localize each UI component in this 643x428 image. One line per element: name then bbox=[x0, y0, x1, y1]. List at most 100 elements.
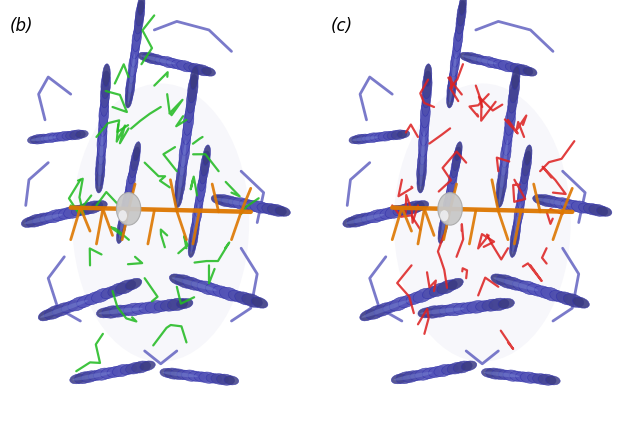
Ellipse shape bbox=[516, 372, 532, 382]
Ellipse shape bbox=[404, 201, 424, 214]
Ellipse shape bbox=[554, 198, 573, 210]
Ellipse shape bbox=[459, 0, 466, 15]
Ellipse shape bbox=[422, 81, 431, 108]
Ellipse shape bbox=[169, 274, 186, 285]
Ellipse shape bbox=[154, 300, 172, 312]
Ellipse shape bbox=[242, 294, 262, 307]
Ellipse shape bbox=[262, 203, 280, 215]
Ellipse shape bbox=[428, 366, 446, 377]
Ellipse shape bbox=[378, 131, 394, 141]
Ellipse shape bbox=[40, 134, 54, 143]
Ellipse shape bbox=[53, 132, 68, 141]
Ellipse shape bbox=[197, 281, 218, 295]
Ellipse shape bbox=[491, 274, 507, 285]
Ellipse shape bbox=[33, 213, 52, 226]
Ellipse shape bbox=[194, 65, 212, 76]
Ellipse shape bbox=[62, 300, 79, 313]
Ellipse shape bbox=[96, 308, 113, 318]
Ellipse shape bbox=[199, 372, 217, 383]
Ellipse shape bbox=[516, 65, 533, 76]
Ellipse shape bbox=[510, 226, 520, 251]
Ellipse shape bbox=[413, 288, 433, 303]
Ellipse shape bbox=[97, 129, 107, 157]
Ellipse shape bbox=[450, 163, 458, 184]
Ellipse shape bbox=[83, 201, 103, 214]
Ellipse shape bbox=[98, 131, 104, 190]
Ellipse shape bbox=[496, 184, 504, 208]
Ellipse shape bbox=[250, 201, 269, 213]
Ellipse shape bbox=[97, 140, 105, 165]
Ellipse shape bbox=[174, 184, 183, 208]
Ellipse shape bbox=[195, 185, 204, 208]
Ellipse shape bbox=[95, 158, 105, 186]
Ellipse shape bbox=[77, 294, 95, 308]
Ellipse shape bbox=[160, 369, 175, 377]
Ellipse shape bbox=[102, 306, 122, 318]
Ellipse shape bbox=[453, 303, 472, 314]
Ellipse shape bbox=[410, 370, 426, 380]
Ellipse shape bbox=[455, 142, 462, 161]
Ellipse shape bbox=[349, 136, 362, 144]
Ellipse shape bbox=[448, 169, 457, 193]
Ellipse shape bbox=[66, 131, 81, 140]
Circle shape bbox=[440, 210, 449, 221]
Ellipse shape bbox=[155, 56, 170, 65]
Ellipse shape bbox=[534, 286, 554, 298]
Ellipse shape bbox=[140, 55, 176, 64]
Ellipse shape bbox=[43, 133, 59, 143]
Ellipse shape bbox=[516, 194, 525, 217]
Ellipse shape bbox=[100, 367, 118, 378]
Ellipse shape bbox=[352, 137, 378, 141]
Ellipse shape bbox=[239, 199, 257, 211]
Ellipse shape bbox=[142, 53, 159, 64]
Ellipse shape bbox=[96, 149, 105, 176]
Ellipse shape bbox=[181, 129, 190, 155]
Ellipse shape bbox=[257, 203, 273, 214]
Ellipse shape bbox=[392, 374, 407, 384]
Ellipse shape bbox=[422, 92, 430, 116]
Ellipse shape bbox=[192, 211, 200, 233]
Ellipse shape bbox=[167, 298, 188, 311]
Ellipse shape bbox=[505, 107, 515, 135]
Ellipse shape bbox=[545, 376, 560, 385]
Ellipse shape bbox=[129, 155, 138, 178]
Ellipse shape bbox=[214, 198, 249, 206]
Ellipse shape bbox=[118, 305, 135, 316]
Ellipse shape bbox=[191, 280, 209, 292]
Ellipse shape bbox=[498, 161, 508, 188]
Ellipse shape bbox=[188, 226, 198, 251]
Ellipse shape bbox=[101, 286, 118, 299]
Ellipse shape bbox=[417, 170, 425, 193]
Text: (c): (c) bbox=[331, 17, 353, 35]
Ellipse shape bbox=[484, 372, 520, 377]
Ellipse shape bbox=[71, 205, 89, 216]
Ellipse shape bbox=[424, 64, 432, 86]
Ellipse shape bbox=[447, 178, 455, 199]
Ellipse shape bbox=[138, 0, 145, 15]
Ellipse shape bbox=[108, 283, 127, 297]
Ellipse shape bbox=[507, 98, 516, 122]
Ellipse shape bbox=[183, 107, 194, 135]
Ellipse shape bbox=[85, 291, 104, 305]
Ellipse shape bbox=[476, 300, 493, 312]
Ellipse shape bbox=[498, 61, 516, 72]
Ellipse shape bbox=[91, 288, 112, 303]
Ellipse shape bbox=[536, 198, 571, 206]
Ellipse shape bbox=[383, 300, 401, 313]
Ellipse shape bbox=[485, 368, 503, 379]
Ellipse shape bbox=[24, 214, 62, 224]
Ellipse shape bbox=[460, 52, 474, 61]
Ellipse shape bbox=[398, 202, 417, 215]
Ellipse shape bbox=[383, 131, 397, 140]
Ellipse shape bbox=[125, 178, 134, 199]
Ellipse shape bbox=[172, 277, 217, 291]
Ellipse shape bbox=[467, 300, 487, 313]
Ellipse shape bbox=[127, 69, 136, 93]
Ellipse shape bbox=[556, 292, 576, 305]
Ellipse shape bbox=[456, 10, 465, 34]
Ellipse shape bbox=[120, 364, 137, 374]
Ellipse shape bbox=[509, 74, 520, 103]
Ellipse shape bbox=[543, 196, 561, 208]
Ellipse shape bbox=[211, 195, 226, 204]
Ellipse shape bbox=[513, 211, 521, 233]
